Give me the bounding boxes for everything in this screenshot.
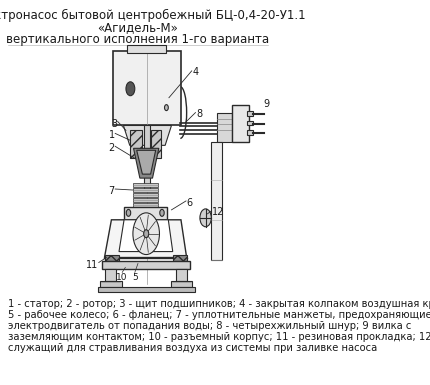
Text: 5: 5: [132, 273, 138, 283]
Bar: [247, 121, 253, 126]
Circle shape: [126, 209, 131, 216]
Text: 7: 7: [108, 186, 114, 196]
Bar: [247, 131, 253, 136]
Text: 12: 12: [212, 207, 224, 217]
Bar: [232, 105, 249, 142]
Text: 5 - рабочее колесо; 6 - фланец; 7 - уплотнительные манжеты, предохраняющие: 5 - рабочее колесо; 6 - фланец; 7 - упло…: [9, 310, 430, 320]
Bar: [105, 270, 117, 281]
Polygon shape: [137, 150, 156, 174]
Bar: [176, 270, 187, 281]
Bar: [102, 261, 190, 270]
Bar: [133, 188, 158, 192]
Circle shape: [200, 209, 211, 227]
Text: вертикального исполнения 1-го варианта: вертикального исполнения 1-го варианта: [6, 33, 270, 46]
Circle shape: [133, 213, 160, 254]
Bar: [105, 254, 119, 261]
Polygon shape: [104, 220, 187, 258]
Bar: [247, 110, 253, 116]
Text: 2: 2: [108, 143, 114, 153]
Text: 10: 10: [117, 273, 128, 283]
Bar: [113, 51, 181, 126]
Circle shape: [126, 82, 135, 96]
Text: 4: 4: [193, 67, 199, 77]
Polygon shape: [123, 126, 172, 146]
Text: Электронасос бытовой центробежный БЦ-0,4-20-У1.1: Электронасос бытовой центробежный БЦ-0,4…: [0, 9, 305, 22]
Bar: [211, 142, 222, 259]
Text: 9: 9: [263, 99, 269, 109]
Bar: [171, 281, 192, 287]
Text: электродвигатель от попадания воды; 8 - четырехжильный шнур; 9 вилка с: электродвигатель от попадания воды; 8 - …: [9, 321, 412, 331]
Polygon shape: [134, 148, 159, 178]
Polygon shape: [151, 131, 161, 158]
Bar: [217, 112, 232, 142]
Bar: [127, 45, 166, 53]
Bar: [124, 207, 167, 220]
Text: заземляющим контактом; 10 - разъемный корпус; 11 - резиновая прокладка; 12 - вин: заземляющим контактом; 10 - разъемный ко…: [9, 332, 430, 342]
Bar: [98, 287, 196, 292]
Bar: [133, 198, 158, 202]
Bar: [133, 193, 158, 197]
Bar: [100, 281, 122, 287]
Bar: [144, 126, 150, 190]
Bar: [133, 183, 158, 187]
Bar: [173, 254, 187, 261]
Circle shape: [160, 209, 164, 216]
Text: 11: 11: [86, 259, 98, 270]
Text: 8: 8: [197, 109, 203, 119]
Circle shape: [144, 230, 149, 238]
Text: 6: 6: [187, 198, 193, 208]
Text: 1: 1: [108, 131, 114, 141]
Text: 1 - статор; 2 - ротор; 3 - щит подшипников; 4 - закрытая колпаком воздушная крыл: 1 - статор; 2 - ротор; 3 - щит подшипник…: [9, 299, 430, 309]
Polygon shape: [130, 131, 142, 158]
Text: 3: 3: [111, 119, 117, 129]
Polygon shape: [119, 220, 173, 251]
Text: «Агидель-М»: «Агидель-М»: [98, 21, 178, 34]
Text: служащий для стравливания воздуха из системы при заливке насоса: служащий для стравливания воздуха из сис…: [9, 343, 378, 353]
Circle shape: [165, 105, 168, 110]
Bar: [133, 203, 158, 207]
